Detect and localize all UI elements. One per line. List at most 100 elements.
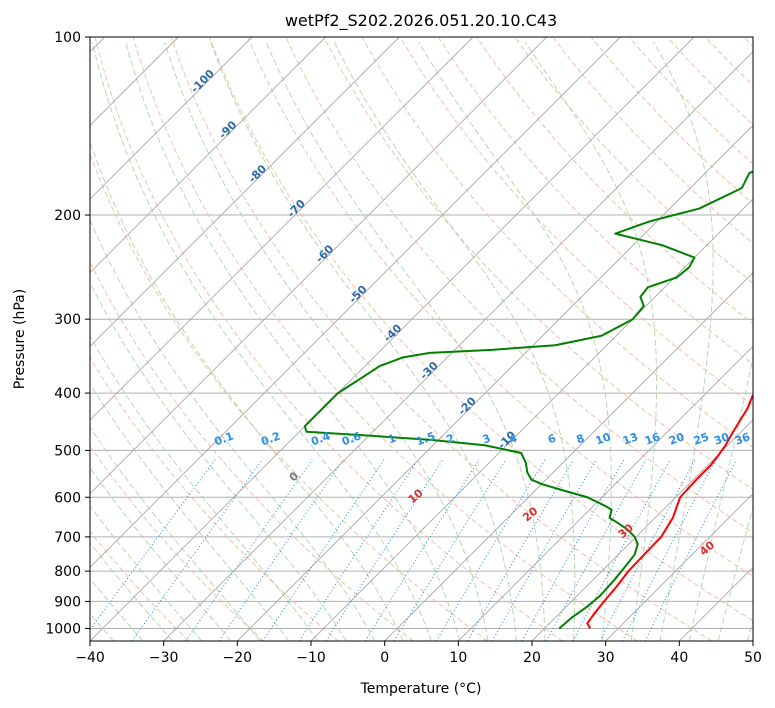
mixing-ratio-line bbox=[572, 459, 671, 641]
mixing-ratio-lines bbox=[90, 459, 737, 641]
y-tick-label: 1000 bbox=[45, 621, 81, 637]
mixing-ratio-label: 2 bbox=[445, 432, 457, 447]
x-tick-label: 40 bbox=[670, 650, 688, 666]
mixing-ratio-label: 0.2 bbox=[259, 430, 282, 449]
moist-adiabat bbox=[164, 41, 489, 641]
isotherm-line bbox=[531, 419, 753, 641]
y-axis-label: Pressure (hPa) bbox=[12, 289, 28, 389]
mixing-ratio-line bbox=[262, 459, 385, 641]
mixing-ratio-label: 0.1 bbox=[213, 430, 236, 449]
mixing-ratio-line bbox=[131, 459, 263, 641]
sounding-line bbox=[303, 170, 753, 630]
moist-adiabat bbox=[90, 335, 319, 641]
dry-adiabat bbox=[94, 37, 563, 641]
moist-adiabat bbox=[90, 426, 261, 641]
plot-frame bbox=[89, 36, 754, 642]
isotherm-label: -90 bbox=[216, 118, 239, 141]
isotherm-label: -50 bbox=[346, 283, 369, 306]
y-tick-label: 900 bbox=[54, 594, 81, 610]
dry-adiabat bbox=[399, 37, 753, 407]
y-tick-label: 400 bbox=[54, 386, 81, 402]
mixing-ratio-line bbox=[393, 459, 507, 641]
dry-adiabat bbox=[132, 37, 638, 641]
isotherm-line bbox=[237, 124, 753, 641]
chart-title: wetPf2_S202.2026.051.20.10.C43 bbox=[285, 11, 557, 31]
moist-adiabat bbox=[333, 41, 576, 641]
dry-adiabat bbox=[90, 530, 190, 641]
moist-adiabat bbox=[90, 542, 173, 641]
mixing-ratio-line bbox=[435, 459, 546, 641]
mixing-ratio-line bbox=[185, 459, 313, 641]
isotherm-line bbox=[90, 37, 621, 568]
moist-adiabat bbox=[90, 466, 232, 641]
isotherm-line bbox=[90, 37, 695, 641]
mixing-ratio-line bbox=[298, 459, 419, 641]
moist-adiabat bbox=[746, 618, 753, 641]
mixing-ratio-label: 36 bbox=[733, 430, 752, 448]
mixing-ratio-label: 1.5 bbox=[414, 430, 437, 449]
grid-layer bbox=[90, 37, 753, 629]
mixing-ratio-label: 20 bbox=[667, 430, 686, 448]
isotherm-label: -100 bbox=[188, 67, 217, 96]
x-axis-label: Temperature (°C) bbox=[360, 681, 482, 697]
moist-adiabat bbox=[90, 505, 203, 641]
isotherm-lines bbox=[90, 37, 753, 641]
moist-adiabat bbox=[418, 41, 612, 641]
dry-adiabat bbox=[247, 37, 753, 577]
x-tick-label: −30 bbox=[149, 650, 179, 666]
x-axis: −40 −30 −20 −10 0 10 20 30 40 50 bbox=[75, 641, 762, 666]
x-tick-label: 30 bbox=[597, 650, 615, 666]
isotherm-line bbox=[679, 566, 753, 641]
mixing-ratio-line bbox=[599, 459, 696, 641]
mixing-ratio-label: 3 bbox=[481, 432, 493, 447]
mixing-ratio-label: 1 bbox=[386, 432, 398, 447]
mixing-ratio-label: 0.4 bbox=[309, 429, 332, 448]
dry-adiabat bbox=[90, 356, 339, 641]
moist-adiabat bbox=[90, 382, 290, 641]
mixing-ratio-label: 6 bbox=[546, 431, 558, 446]
moist-adiabat-label: 20 bbox=[520, 504, 540, 524]
mixing-ratio-line bbox=[545, 459, 647, 641]
x-tick-label: −20 bbox=[223, 650, 253, 666]
moist-adiabat bbox=[688, 355, 753, 641]
y-tick-label: 600 bbox=[54, 490, 81, 506]
dry-adiabat bbox=[170, 37, 712, 641]
y-tick-label: 100 bbox=[54, 30, 81, 46]
dry-adiabat bbox=[705, 37, 753, 87]
mixing-ratio-label: 10 bbox=[594, 430, 613, 448]
isotherm-line bbox=[752, 640, 753, 641]
isotherm-line bbox=[384, 272, 753, 641]
moist-adiabat bbox=[125, 41, 461, 641]
mixing-ratio-label: 8 bbox=[575, 432, 587, 447]
dry-adiabat bbox=[438, 37, 753, 365]
mixing-ratio-label: 25 bbox=[692, 430, 711, 447]
dry-adiabat bbox=[743, 37, 753, 48]
y-tick-label: 200 bbox=[54, 208, 81, 224]
dry-adiabat bbox=[90, 152, 488, 641]
mixing-ratio-line bbox=[644, 459, 737, 641]
dry-adiabat bbox=[476, 37, 753, 325]
x-tick-label: 50 bbox=[744, 650, 762, 666]
isotherm-line bbox=[90, 37, 400, 347]
series-layer bbox=[303, 170, 753, 630]
isotherm-line bbox=[90, 37, 326, 274]
mixing-ratio-label: 13 bbox=[621, 430, 640, 447]
dry-adiabat bbox=[90, 260, 414, 641]
isotherm-line bbox=[90, 37, 474, 421]
x-tick-label: 10 bbox=[449, 650, 467, 666]
isotherm-line bbox=[310, 198, 753, 641]
dry-adiabat bbox=[323, 37, 753, 491]
moist-adiabat bbox=[90, 281, 347, 641]
y-tick-label: 800 bbox=[54, 564, 81, 580]
moist-adiabat-label: 10 bbox=[406, 486, 426, 506]
x-tick-label: 0 bbox=[380, 650, 389, 666]
moist-adiabat bbox=[90, 218, 376, 641]
isotherm-label: -60 bbox=[313, 242, 336, 265]
isotherm-line bbox=[90, 37, 253, 200]
mixing-ratio-label: 4 bbox=[507, 431, 519, 446]
y-tick-label: 300 bbox=[54, 312, 81, 328]
y-tick-label: 500 bbox=[54, 443, 81, 459]
mixing-ratio-label: 16 bbox=[643, 430, 662, 448]
moist-adiabat bbox=[90, 577, 144, 641]
x-tick-label: −10 bbox=[296, 650, 326, 666]
